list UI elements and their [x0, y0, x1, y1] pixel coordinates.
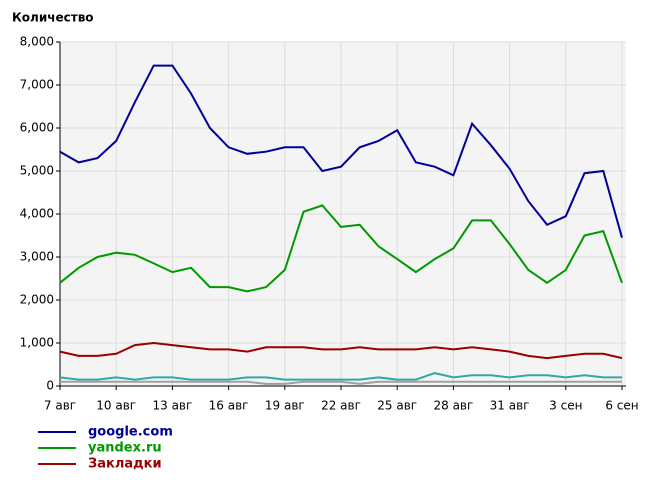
x-tick-label: 10 авг — [96, 399, 136, 413]
series-line — [59, 204, 623, 293]
legend-label: google.com — [88, 425, 173, 440]
x-tick-label: 13 авг — [152, 399, 192, 413]
y-tick-label: 3,000 — [20, 250, 54, 264]
y-tick-label: 7,000 — [20, 78, 54, 92]
y-tick-label: 4,000 — [20, 207, 54, 221]
series-line — [59, 64, 623, 238]
y-tick-label: 5,000 — [20, 164, 54, 178]
y-tick-label: 6,000 — [20, 121, 54, 135]
series-line — [60, 380, 622, 385]
y-tick-label: 0 — [46, 379, 54, 393]
y-tick-label: 2,000 — [20, 293, 54, 307]
chart-title: Количество — [12, 11, 94, 25]
legend-label: yandex.ru — [88, 441, 162, 456]
x-tick-label: 19 авг — [265, 399, 305, 413]
x-tick-label: 3 сен — [549, 399, 582, 413]
x-tick-label: 6 сен — [605, 399, 638, 413]
legend-label: Закладки — [88, 457, 162, 472]
series-line — [59, 341, 623, 360]
x-tick-label: 16 авг — [209, 399, 249, 413]
x-tick-label: 25 авг — [377, 399, 417, 413]
y-tick-label: 8,000 — [20, 35, 54, 49]
x-tick-label: 7 авг — [44, 399, 76, 413]
x-tick-label: 31 авг — [490, 399, 530, 413]
series-line — [59, 372, 622, 381]
x-tick-label: 22 авг — [321, 399, 361, 413]
x-tick-label: 28 авг — [433, 399, 473, 413]
y-tick-label: 1,000 — [20, 336, 54, 350]
